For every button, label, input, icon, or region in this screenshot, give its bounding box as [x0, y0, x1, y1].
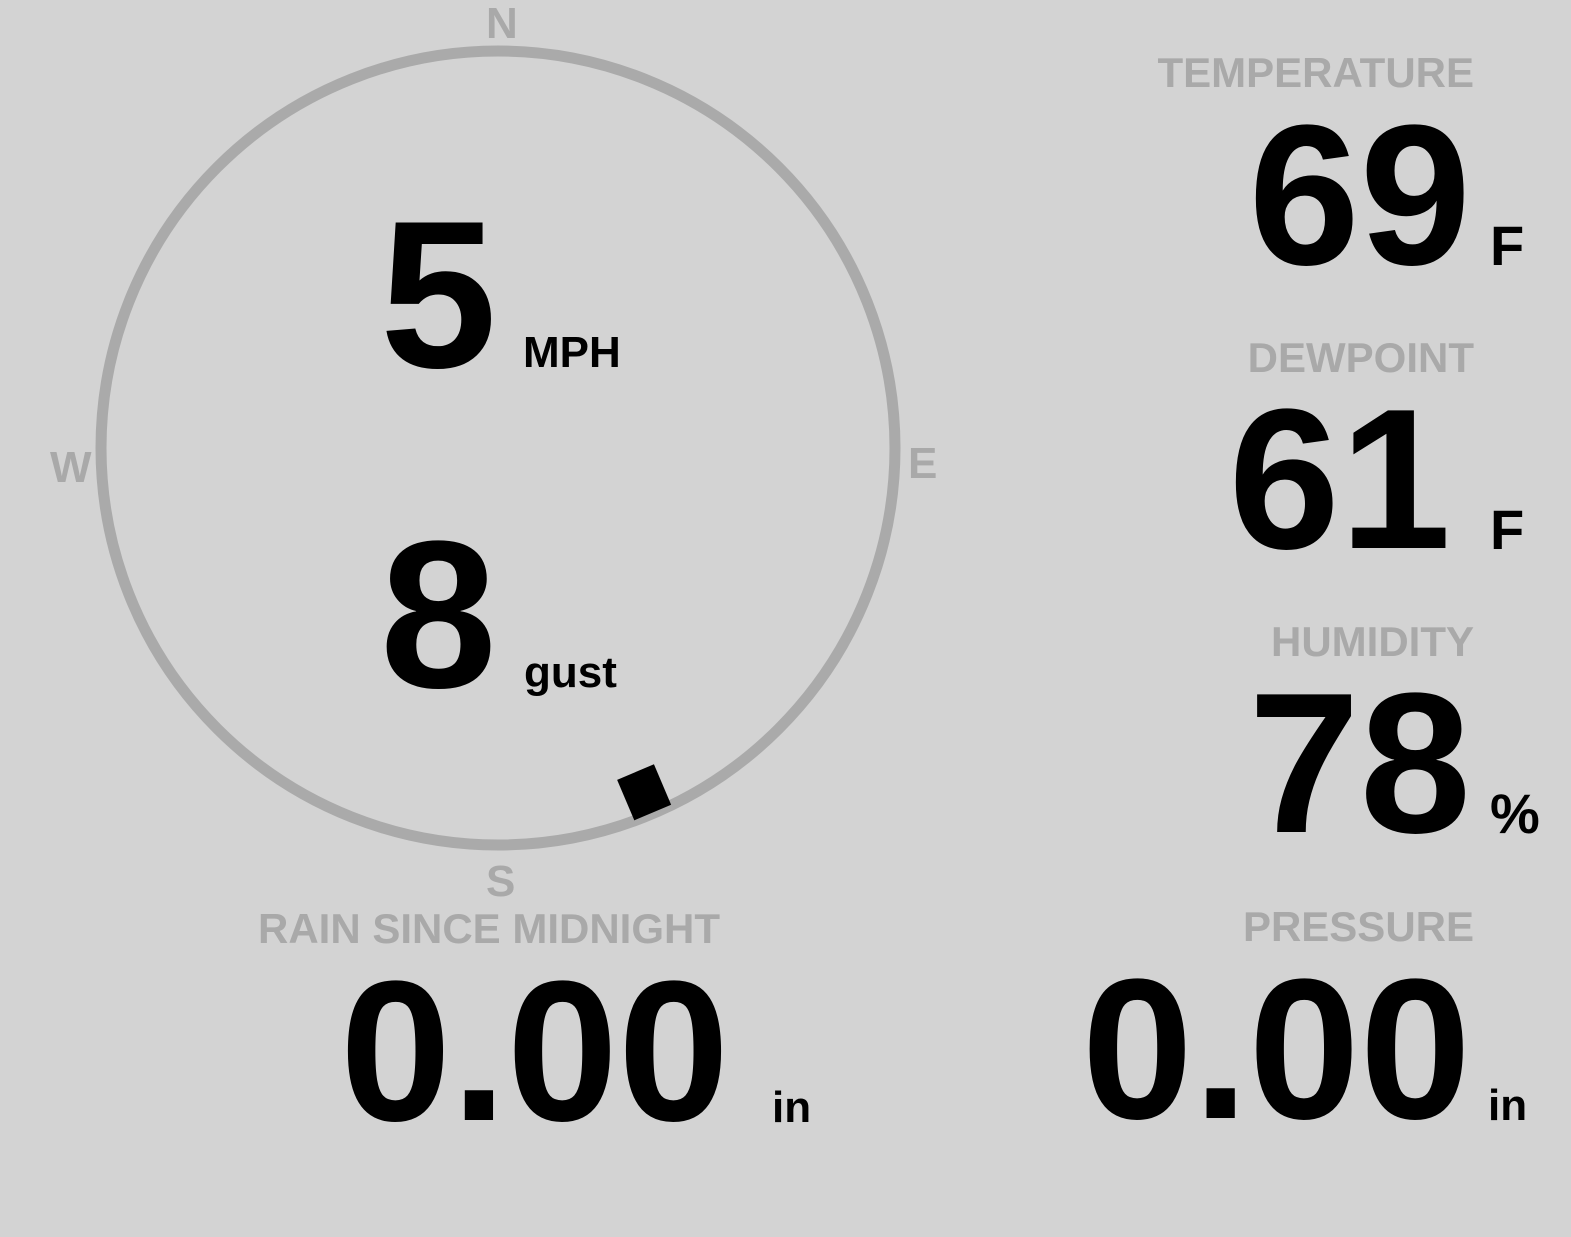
temperature-label: TEMPERATURE — [1157, 49, 1474, 96]
rain-unit: in — [772, 1083, 812, 1132]
dewpoint-value: 61 — [1228, 368, 1451, 591]
compass-north-label: N — [486, 0, 518, 48]
humidity-unit: % — [1490, 782, 1540, 845]
compass-west-label: W — [50, 443, 92, 492]
rain-label: RAIN SINCE MIDNIGHT — [258, 905, 720, 952]
wind-gust-value: 8 — [380, 497, 497, 732]
rain-value: 0.00 — [340, 940, 730, 1163]
pressure-unit: in — [1488, 1081, 1528, 1130]
dewpoint-unit: F — [1490, 498, 1525, 561]
humidity-label: HUMIDITY — [1271, 618, 1474, 665]
compass-south-label: S — [486, 857, 516, 906]
wind-direction-marker — [617, 764, 672, 821]
humidity-value: 78 — [1248, 652, 1471, 875]
pressure-label: PRESSURE — [1242, 903, 1474, 950]
compass-east-label: E — [908, 439, 938, 488]
pressure-value: 0.00 — [1081, 938, 1471, 1161]
dewpoint-label: DEWPOINT — [1247, 334, 1474, 381]
wind-compass — [95, 45, 901, 851]
compass-ring — [95, 45, 901, 851]
wind-speed-unit: MPH — [523, 328, 621, 377]
temperature-value: 69 — [1248, 84, 1471, 307]
wind-gust-unit: gust — [524, 648, 617, 697]
temperature-unit: F — [1490, 214, 1525, 277]
wind-speed-value: 5 — [380, 177, 497, 412]
